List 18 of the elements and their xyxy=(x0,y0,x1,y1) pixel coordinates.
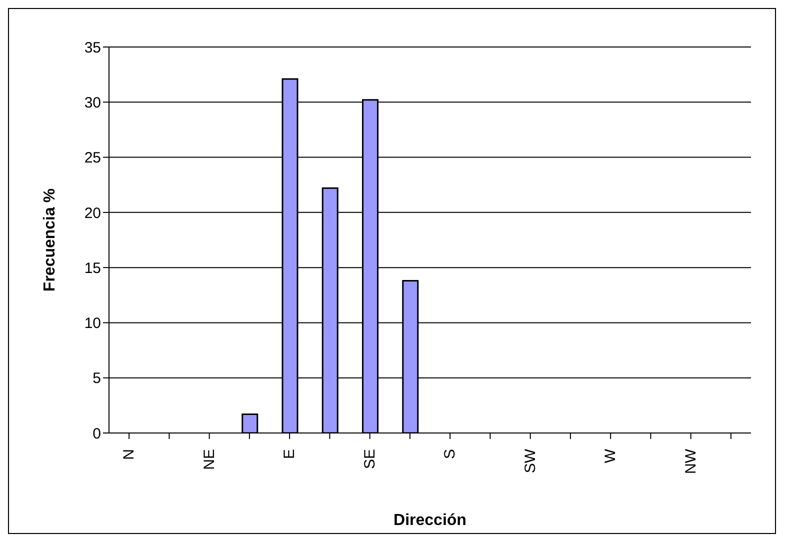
x-tick-label: SW xyxy=(522,448,539,474)
x-tick-label: N xyxy=(120,449,138,460)
y-tick-label: 25 xyxy=(84,150,101,167)
x-tick-label: S xyxy=(442,449,459,460)
y-tick-label: 20 xyxy=(84,204,101,222)
x-tick-label: W xyxy=(602,448,620,464)
x-tick-label: E xyxy=(281,449,298,460)
x-tick-label: NE xyxy=(200,449,218,470)
y-tick-label: 5 xyxy=(92,370,101,388)
x-axis-title: Dirección xyxy=(394,512,466,529)
y-tick-label: 15 xyxy=(84,260,101,277)
y-tick-label: 30 xyxy=(84,94,101,112)
x-tick-label: NW xyxy=(682,448,700,474)
y-tick-label: 35 xyxy=(84,39,101,56)
y-axis-title: Frecuencia % xyxy=(42,188,59,292)
y-tick-label: 10 xyxy=(84,315,101,332)
y-tick-label: 0 xyxy=(92,425,101,442)
x-tick-label: SE xyxy=(361,449,378,470)
